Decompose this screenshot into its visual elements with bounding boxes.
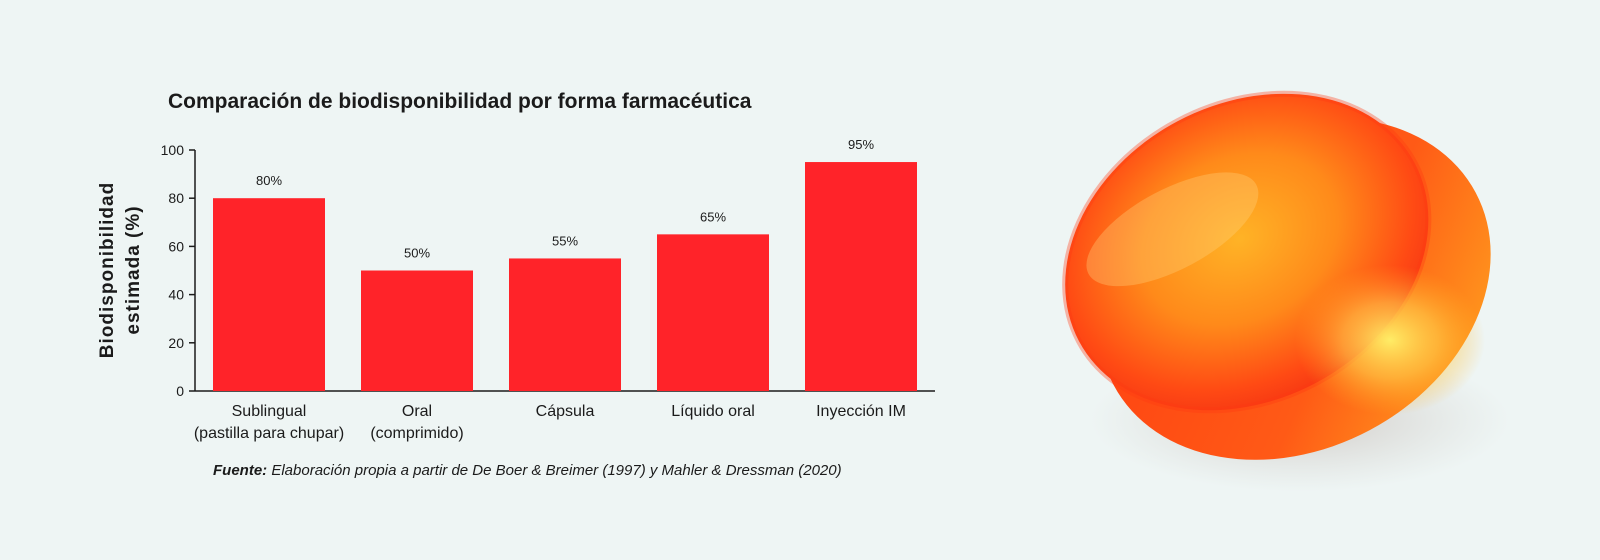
x-tick-label: (comprimido): [370, 425, 463, 442]
y-tick-label: 40: [168, 287, 184, 303]
bar: [805, 162, 917, 391]
bar-value-label: 95%: [848, 137, 874, 152]
plot-area: 0 20 40 60 80 100 80% Sublingual (pastilla para …: [161, 137, 935, 442]
bar: [361, 270, 473, 391]
x-tick-label: Oral: [402, 403, 432, 420]
x-tick-label: Cápsula: [536, 403, 595, 420]
x-tick-label: Sublingual: [232, 403, 307, 420]
bar-value-label: 80%: [256, 173, 282, 188]
x-tick-label: Líquido oral: [671, 403, 755, 420]
y-tick-label: 20: [168, 335, 184, 351]
y-tick-label: 80: [168, 190, 184, 206]
y-axis-label-line-2: estimada (%): [123, 205, 144, 334]
orange-lozenge-icon: [1062, 90, 1510, 492]
bar-value-label: 65%: [700, 209, 726, 224]
bar: [213, 198, 325, 391]
source-text: Elaboración propia a partir de De Boer &…: [267, 462, 841, 479]
bar-value-label: 55%: [552, 233, 578, 248]
y-tick-label: 60: [168, 238, 184, 254]
y-tick-label: 0: [176, 383, 184, 399]
x-tick-label: Inyección IM: [816, 403, 906, 420]
bar-value-label: 50%: [404, 246, 430, 261]
y-axis-label-line-1: Biodisponibilidad: [97, 182, 118, 358]
chart-title: Comparación de biodisponibilidad por for…: [168, 90, 752, 113]
y-tick-label: 100: [161, 142, 185, 158]
lozenge-glow: [1295, 265, 1485, 415]
y-axis-label: Biodisponibilidad estimada (%): [97, 182, 144, 358]
source-lead: Fuente:: [213, 462, 267, 479]
bar: [509, 258, 621, 391]
lozenge-highlight: [1086, 172, 1259, 287]
bar: [657, 234, 769, 391]
x-tick-label: (pastilla para chupar): [194, 425, 344, 442]
source-note: Fuente: Elaboración propia a partir de D…: [213, 462, 842, 479]
